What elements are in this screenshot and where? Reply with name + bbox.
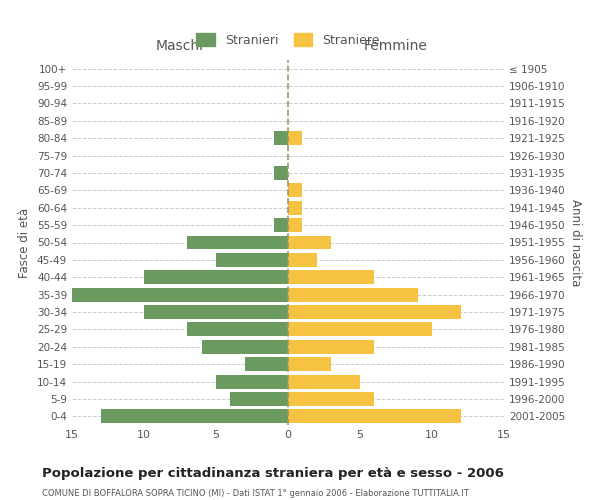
Bar — [216, 253, 288, 267]
Bar — [288, 218, 302, 232]
Bar — [288, 410, 461, 424]
Bar — [288, 392, 374, 406]
Bar — [288, 184, 302, 198]
Text: Femmine: Femmine — [364, 39, 428, 53]
Text: COMUNE DI BOFFALORA SOPRA TICINO (MI) - Dati ISTAT 1° gennaio 2006 - Elaborazion: COMUNE DI BOFFALORA SOPRA TICINO (MI) - … — [42, 489, 469, 498]
Bar — [187, 322, 288, 336]
Bar — [288, 288, 418, 302]
Bar — [245, 357, 288, 371]
Bar — [288, 374, 360, 388]
Text: Maschi: Maschi — [156, 39, 204, 53]
Bar — [288, 201, 302, 214]
Text: Popolazione per cittadinanza straniera per età e sesso - 2006: Popolazione per cittadinanza straniera p… — [42, 468, 504, 480]
Bar — [101, 410, 288, 424]
Bar — [274, 132, 288, 145]
Bar — [288, 132, 302, 145]
Bar — [144, 305, 288, 319]
Y-axis label: Fasce di età: Fasce di età — [19, 208, 31, 278]
Legend: Stranieri, Straniere: Stranieri, Straniere — [193, 30, 383, 51]
Bar — [72, 288, 288, 302]
Bar — [288, 236, 331, 250]
Bar — [274, 218, 288, 232]
Bar — [187, 236, 288, 250]
Bar — [288, 253, 317, 267]
Bar — [288, 340, 374, 353]
Y-axis label: Anni di nascita: Anni di nascita — [569, 199, 582, 286]
Bar — [202, 340, 288, 353]
Bar — [144, 270, 288, 284]
Bar — [288, 322, 432, 336]
Bar — [288, 357, 331, 371]
Bar — [230, 392, 288, 406]
Bar — [288, 305, 461, 319]
Bar — [216, 374, 288, 388]
Bar — [274, 166, 288, 180]
Bar — [288, 270, 374, 284]
